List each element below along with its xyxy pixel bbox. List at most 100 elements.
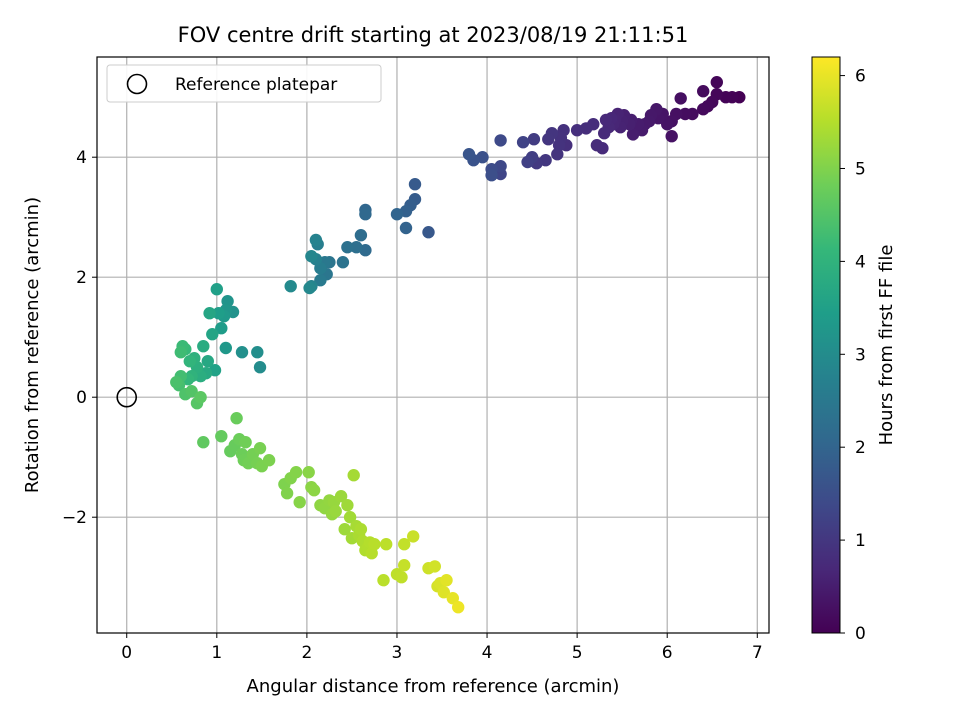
data-point [253, 361, 267, 374]
y-tick-label: −2 [62, 508, 87, 528]
data-point [599, 113, 613, 127]
y-tick-label: 0 [76, 388, 87, 408]
data-point [437, 586, 450, 599]
data-point [197, 340, 210, 353]
colorbar-tick-label: 1 [855, 531, 866, 551]
data-point [212, 307, 225, 320]
data-point [336, 256, 350, 269]
data-point [408, 178, 422, 191]
data-point [446, 592, 459, 605]
data-point [679, 107, 692, 121]
data-point [197, 436, 210, 449]
data-point [354, 523, 368, 536]
data-point [521, 155, 534, 169]
colorbar-tick-label: 3 [855, 345, 866, 365]
x-axis-label: Angular distance from reference (arcmin) [247, 676, 620, 697]
data-point [341, 241, 354, 254]
y-tick-label: 4 [76, 148, 87, 168]
data-point [395, 571, 408, 584]
data-point [377, 574, 390, 587]
data-point [407, 530, 420, 543]
data-point [697, 85, 710, 98]
data-point [359, 208, 372, 221]
legend-label: Reference platepar [175, 75, 337, 95]
x-axis-ticks: 0 1 2 3 4 5 6 7 [121, 633, 763, 663]
y-axis-label: Rotation from reference (arcmin) [22, 197, 43, 493]
data-point [428, 560, 441, 573]
data-point [206, 328, 219, 341]
data-point [201, 355, 214, 368]
data-point [185, 385, 198, 398]
data-point [380, 538, 393, 551]
data-point [551, 148, 564, 161]
x-tick-label: 3 [392, 643, 403, 663]
chart-title: FOV centre drift starting at 2023/08/19 … [178, 23, 689, 47]
data-point [309, 233, 323, 247]
data-point [440, 574, 453, 587]
data-point [262, 454, 276, 467]
data-point [422, 226, 435, 239]
colorbar-tick-label: 6 [855, 67, 866, 87]
data-point [598, 127, 611, 140]
data-point [170, 376, 183, 389]
reference-point-marker [116, 386, 138, 408]
data-point [485, 169, 498, 182]
data-point [307, 484, 321, 497]
data-point [230, 412, 243, 425]
colorbar-tick-label: 4 [855, 252, 866, 272]
data-point [235, 346, 249, 359]
data-point [462, 148, 476, 161]
data-point [219, 341, 232, 355]
data-point [280, 487, 294, 500]
colorbar-ticks: 0 1 2 3 4 5 6 [840, 67, 866, 644]
data-point [494, 134, 507, 147]
colorbar-tick-label: 2 [855, 438, 866, 458]
data-point [289, 466, 303, 479]
y-tick-label: 2 [76, 268, 87, 288]
colorbar-tick-label: 5 [855, 159, 866, 179]
x-tick-label: 2 [301, 643, 312, 663]
grid [97, 57, 769, 633]
colorbar [811, 56, 841, 634]
data-point [338, 523, 351, 536]
data-point [329, 505, 342, 518]
data-point [210, 283, 223, 296]
data-point [542, 133, 555, 146]
data-point [293, 496, 306, 509]
legend: Reference platepar [106, 64, 382, 103]
colorbar-label: Hours from first FF file [876, 245, 897, 446]
data-point [368, 538, 381, 551]
x-tick-label: 4 [482, 643, 493, 663]
y-axis-ticks: −2 0 2 4 [62, 148, 97, 528]
plot-frame [96, 56, 770, 634]
x-tick-label: 0 [121, 643, 132, 663]
data-point [665, 130, 678, 143]
x-tick-label: 7 [752, 643, 763, 663]
data-point [251, 346, 264, 359]
data-point [354, 229, 368, 242]
data-point [302, 466, 315, 479]
data-point [203, 307, 216, 320]
data-point [661, 118, 674, 131]
data-point [626, 128, 640, 141]
data-point [334, 490, 348, 503]
x-tick-label: 5 [572, 643, 583, 663]
data-point [284, 280, 297, 293]
data-point [398, 559, 411, 572]
data-point [303, 281, 316, 295]
data-point [399, 221, 413, 235]
data-point [314, 274, 327, 287]
data-point [527, 133, 541, 146]
data-point [350, 241, 363, 254]
data-points [170, 76, 746, 614]
data-point [710, 76, 723, 89]
data-point [215, 322, 228, 335]
data-point [341, 499, 354, 512]
data-point [253, 442, 267, 455]
data-point [398, 538, 411, 551]
data-point [215, 430, 228, 443]
data-point [570, 124, 584, 137]
data-point [343, 511, 357, 524]
data-point [674, 92, 687, 105]
data-point [305, 250, 318, 263]
